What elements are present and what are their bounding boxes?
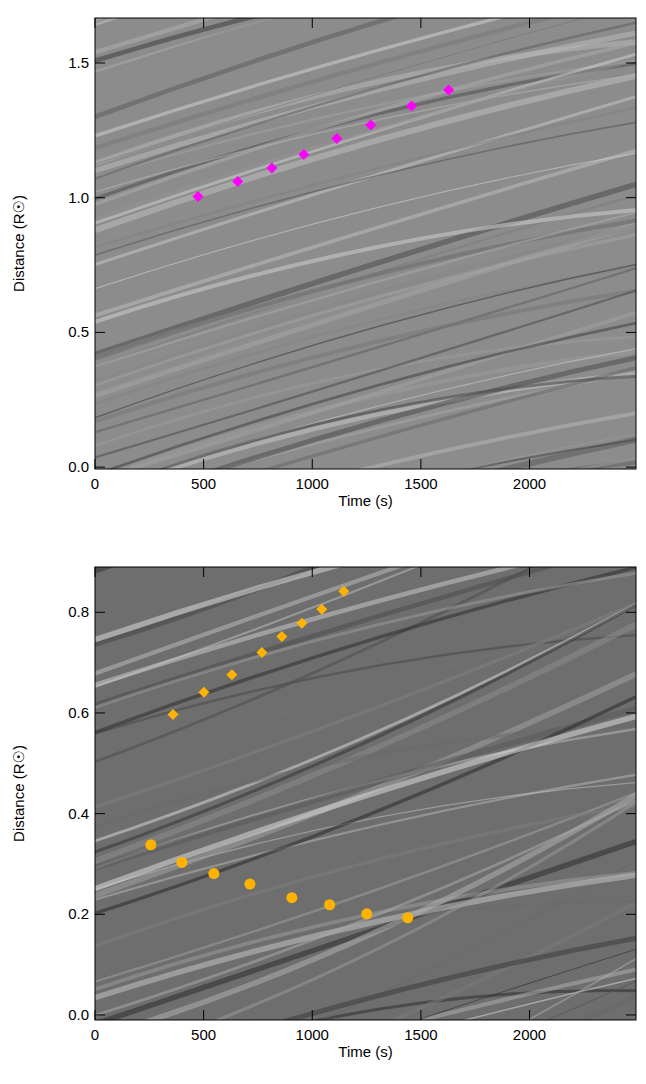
y-tick-label: 0.8 <box>68 603 89 620</box>
x-tick <box>420 1010 421 1020</box>
data-point <box>145 839 156 850</box>
markers <box>192 84 454 202</box>
y-tick <box>626 813 636 814</box>
y-tick <box>95 332 105 333</box>
background-image <box>95 18 636 469</box>
y-tick-label: 0.6 <box>68 704 89 721</box>
x-tick <box>203 459 204 469</box>
data-point <box>256 647 267 658</box>
x-tick <box>312 567 313 577</box>
data-point <box>167 709 178 720</box>
x-tick <box>529 18 530 28</box>
x-tick-label: 0 <box>91 475 99 492</box>
x-tick <box>420 18 421 28</box>
x-tick <box>312 459 313 469</box>
x-tick-label: 2000 <box>513 475 546 492</box>
y-tick <box>626 467 636 468</box>
data-point <box>331 133 342 144</box>
data-point <box>338 586 349 597</box>
data-point <box>266 163 277 174</box>
x-tick-label: 2000 <box>513 1026 546 1043</box>
data-point <box>365 119 376 130</box>
y-tick-label: 0.5 <box>68 323 89 340</box>
x-tick <box>529 567 530 577</box>
x-tick <box>312 1010 313 1020</box>
data-point <box>296 618 307 629</box>
x-tick <box>95 18 96 28</box>
data-point <box>176 857 187 868</box>
x-tick-label: 0 <box>91 1026 99 1043</box>
data-point <box>208 868 219 879</box>
y-tick <box>626 1014 636 1015</box>
figure: 0 500 1000 1500 2000 0.0 0.5 1.0 1.5 Time (s) Dist… <box>0 0 646 1084</box>
markers <box>145 586 413 924</box>
data-point <box>406 101 417 112</box>
y-axis-title: Distance (R☉) <box>10 195 27 292</box>
y-tick <box>95 914 105 915</box>
x-tick <box>203 18 204 28</box>
data-point <box>192 191 203 202</box>
y-tick <box>626 712 636 713</box>
plot-frame <box>95 18 636 469</box>
data-point <box>276 631 287 642</box>
y-tick <box>626 197 636 198</box>
x-tick-label: 500 <box>191 475 216 492</box>
y-tick-label: 0.4 <box>68 805 89 822</box>
data-point <box>286 892 297 903</box>
panel: 0 500 1000 1500 2000 0.0 0.2 0.4 0.6 0.8 Time (s) D… <box>10 283 636 1084</box>
y-tick <box>95 1014 105 1015</box>
data-point <box>402 912 413 923</box>
data-point <box>244 879 255 890</box>
y-tick <box>95 62 105 63</box>
x-tick <box>312 18 313 28</box>
data-point <box>226 669 237 680</box>
data-point <box>198 687 209 698</box>
data-point <box>324 899 335 910</box>
x-tick <box>420 567 421 577</box>
x-tick <box>420 459 421 469</box>
y-tick-label: 0.0 <box>68 1006 89 1023</box>
x-tick-label: 1500 <box>404 475 437 492</box>
data-point <box>298 149 309 160</box>
background-image <box>95 567 636 1020</box>
y-tick-label: 0.0 <box>68 458 89 475</box>
y-axis-title: Distance (R☉) <box>10 745 27 842</box>
y-tick <box>95 813 105 814</box>
y-tick <box>95 612 105 613</box>
x-tick <box>203 567 204 577</box>
x-axis-title: Time (s) <box>338 492 392 509</box>
y-tick <box>95 712 105 713</box>
y-tick <box>626 612 636 613</box>
x-tick-label: 1000 <box>296 475 329 492</box>
y-tick <box>95 467 105 468</box>
x-tick <box>529 1010 530 1020</box>
data-point <box>316 604 327 615</box>
y-tick <box>626 62 636 63</box>
y-tick <box>626 332 636 333</box>
y-tick <box>626 914 636 915</box>
y-tick <box>95 197 105 198</box>
x-tick-label: 1000 <box>296 1026 329 1043</box>
y-tick-label: 1.5 <box>68 54 89 71</box>
y-tick-label: 1.0 <box>68 189 89 206</box>
x-tick <box>529 459 530 469</box>
x-tick <box>95 567 96 577</box>
data-point <box>443 84 454 95</box>
data-point <box>232 176 243 187</box>
y-tick-label: 0.2 <box>68 905 89 922</box>
x-axis-title: Time (s) <box>338 1043 392 1060</box>
plot-frame <box>95 567 636 1020</box>
data-point <box>361 908 372 919</box>
x-tick-label: 1500 <box>404 1026 437 1043</box>
x-tick-label: 500 <box>191 1026 216 1043</box>
x-tick <box>203 1010 204 1020</box>
